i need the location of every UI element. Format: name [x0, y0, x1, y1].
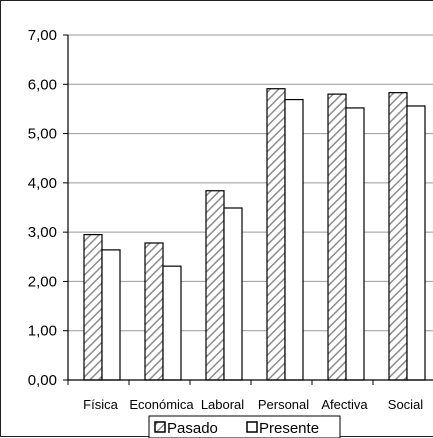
y-tick-label: 4,00: [28, 175, 57, 192]
bar-presente-social: [406, 105, 426, 381]
bar-pasado-económica: [144, 242, 164, 381]
gridlines: [68, 34, 433, 332]
legend-label-pasado: Pasado: [167, 420, 218, 437]
x-tick-label: Laboral: [201, 397, 244, 412]
x-tick-label: Física: [83, 397, 118, 412]
y-tick-label: 1,00: [28, 323, 57, 340]
legend-box: [148, 415, 341, 438]
y-tick-label: 2,00: [28, 273, 57, 290]
x-tick-label: Económica: [129, 397, 194, 412]
y-tick-label: 0,00: [28, 372, 57, 389]
bars: [83, 88, 426, 381]
legend-label-presente: Presente: [259, 420, 319, 437]
x-tick-label: Personal: [258, 397, 309, 412]
y-tick-label: 5,00: [28, 126, 57, 143]
legend-swatch-presente: [246, 421, 258, 433]
bar-pasado-afectiva: [327, 93, 347, 381]
x-tick-labels: Física Económica Laboral Personal Afectiva So…: [83, 397, 423, 412]
bar-presente-personal: [284, 98, 304, 381]
bar-presente-laboral: [223, 207, 243, 381]
axes: [63, 34, 433, 385]
bar-pasado-social: [388, 92, 408, 381]
bar-pasado-personal: [266, 88, 286, 381]
bar-pasado-física: [83, 234, 103, 381]
x-tick-label: Social: [388, 397, 424, 412]
y-tick-label: 6,00: [28, 76, 57, 93]
y-tick-label: 7,00: [28, 27, 57, 44]
y-tick-labels: 0,00 1,00 2,00 3,00 4,00 5,00 6,00 7,00: [28, 27, 57, 389]
bar-presente-física: [101, 249, 121, 381]
x-tick-label: Afectiva: [321, 397, 368, 412]
bar-presente-económica: [162, 265, 182, 381]
legend: Pasado Presente: [148, 415, 341, 438]
bar-pasado-laboral: [205, 190, 225, 381]
legend-swatch-pasado: [154, 421, 166, 433]
y-tick-label: 3,00: [28, 224, 57, 241]
bar-presente-afectiva: [345, 107, 365, 381]
